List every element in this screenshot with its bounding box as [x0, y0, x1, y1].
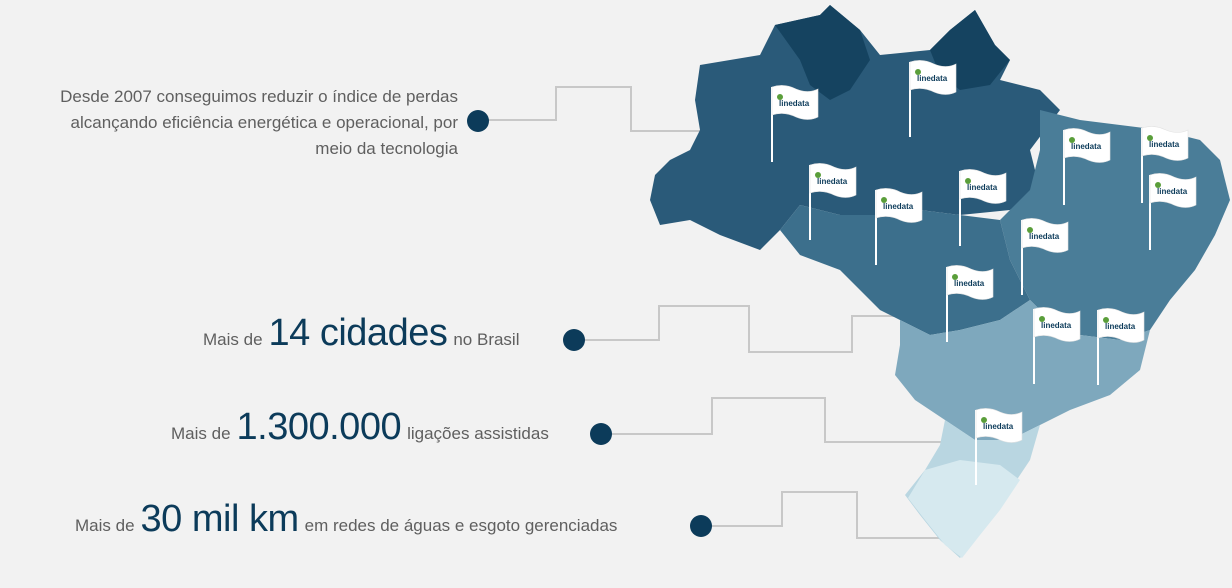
flag-cloth [1063, 128, 1111, 163]
flag-cloth [1033, 307, 1081, 342]
flag-cloth [1141, 126, 1189, 161]
connector-line-redes [702, 491, 945, 539]
intro-line-1: Desde 2007 conseguimos reduzir o índice … [60, 87, 458, 106]
flag-cloth [875, 188, 923, 223]
intro-line-3: meio da tecnologia [315, 139, 458, 158]
flag-logo-text: linedata [983, 422, 1014, 431]
linedata-logo-icon [1147, 135, 1153, 141]
intro-text: Desde 2007 conseguimos reduzir o índice … [10, 84, 458, 162]
flag-cloth [771, 85, 819, 120]
flag-marker: linedata [1097, 308, 1145, 385]
flag-marker: linedata [1063, 128, 1111, 205]
flag-marker: linedata [809, 163, 857, 240]
flag-marker: linedata [771, 85, 819, 162]
region-roraima [775, 5, 870, 100]
stat-redes-post: em redes de águas e esgoto gerenciadas [304, 516, 618, 535]
flag-cloth [946, 265, 994, 300]
bullet-ligacoes [590, 423, 612, 445]
linedata-logo-icon [965, 178, 971, 184]
flag-cloth [959, 169, 1007, 204]
flag-logo-text: linedata [1041, 321, 1072, 330]
stat-redes: Mais de 30 mil km em redes de águas e es… [75, 498, 617, 541]
flag-logo-text: linedata [1149, 140, 1180, 149]
stat-cidades-post: no Brasil [453, 330, 520, 349]
flag-cloth [809, 163, 857, 198]
connector-lines [478, 86, 950, 539]
flag-logo-text: linedata [883, 202, 914, 211]
flag-logo-text: linedata [779, 99, 810, 108]
linedata-logo-icon [815, 172, 821, 178]
flag-marker: linedata [975, 408, 1023, 485]
flag-cloth [1021, 218, 1069, 253]
flag-marker: linedata [959, 169, 1007, 246]
flag-cloth [909, 60, 957, 95]
connector-line-cities [584, 305, 900, 353]
map-regions [650, 5, 1230, 558]
linedata-logo-icon [1069, 137, 1075, 143]
flag-marker: linedata [1141, 126, 1189, 203]
flag-logo-text: linedata [954, 279, 985, 288]
bullet-intro [467, 110, 489, 132]
flag-logo-text: linedata [1105, 322, 1136, 331]
flag-cloth [975, 408, 1023, 443]
stat-ligacoes: Mais de 1.300.000 ligações assistidas [171, 406, 549, 449]
linedata-logo-icon [915, 69, 921, 75]
region-rio-grande-do-sul [908, 460, 1020, 558]
flag-marker: linedata [1149, 173, 1197, 250]
flag-marker: linedata [909, 60, 957, 137]
stat-ligacoes-pre: Mais de [171, 424, 231, 443]
flag-logo-text: linedata [967, 183, 998, 192]
intro-line-2: alcançando eficiência energética e opera… [70, 113, 458, 132]
linedata-logo-icon [1027, 227, 1033, 233]
linedata-logo-icon [981, 417, 987, 423]
linedata-logo-icon [1103, 317, 1109, 323]
stat-cidades: Mais de 14 cidades no Brasil [203, 312, 519, 355]
flag-cloth [1149, 173, 1197, 208]
connector-line-intro [478, 86, 710, 132]
stat-redes-pre: Mais de [75, 516, 135, 535]
flag-marker: linedata [875, 188, 923, 265]
flag-marker: linedata [1033, 307, 1081, 384]
stat-redes-value: 30 mil km [140, 498, 300, 540]
flag-logo-text: linedata [1071, 142, 1102, 151]
linedata-logo-icon [952, 274, 958, 280]
stat-ligacoes-post: ligações assistidas [407, 424, 549, 443]
flag-logo-text: linedata [1029, 232, 1060, 241]
connector-line-ligacoes [602, 397, 950, 443]
stat-cidades-pre: Mais de [203, 330, 263, 349]
region-center-west [780, 205, 1030, 335]
linedata-logo-icon [1155, 182, 1161, 188]
stat-ligacoes-value: 1.300.000 [236, 406, 402, 448]
flag-marker: linedata [1021, 218, 1069, 295]
flag-marker: linedata [946, 265, 994, 342]
region-northeast [1000, 110, 1230, 340]
bullet-redes [690, 515, 712, 537]
linedata-logo-icon [777, 94, 783, 100]
flags: linedata linedata linedata linedata linedata… [771, 60, 1197, 485]
flag-logo-text: linedata [1157, 187, 1188, 196]
bullet-cidades [563, 329, 585, 351]
region-southeast [895, 300, 1150, 440]
flag-logo-text: linedata [817, 177, 848, 186]
flag-logo-text: linedata [917, 74, 948, 83]
flag-cloth [1097, 308, 1145, 343]
stat-cidades-value: 14 cidades [268, 312, 448, 354]
linedata-logo-icon [1039, 316, 1045, 322]
linedata-logo-icon [881, 197, 887, 203]
